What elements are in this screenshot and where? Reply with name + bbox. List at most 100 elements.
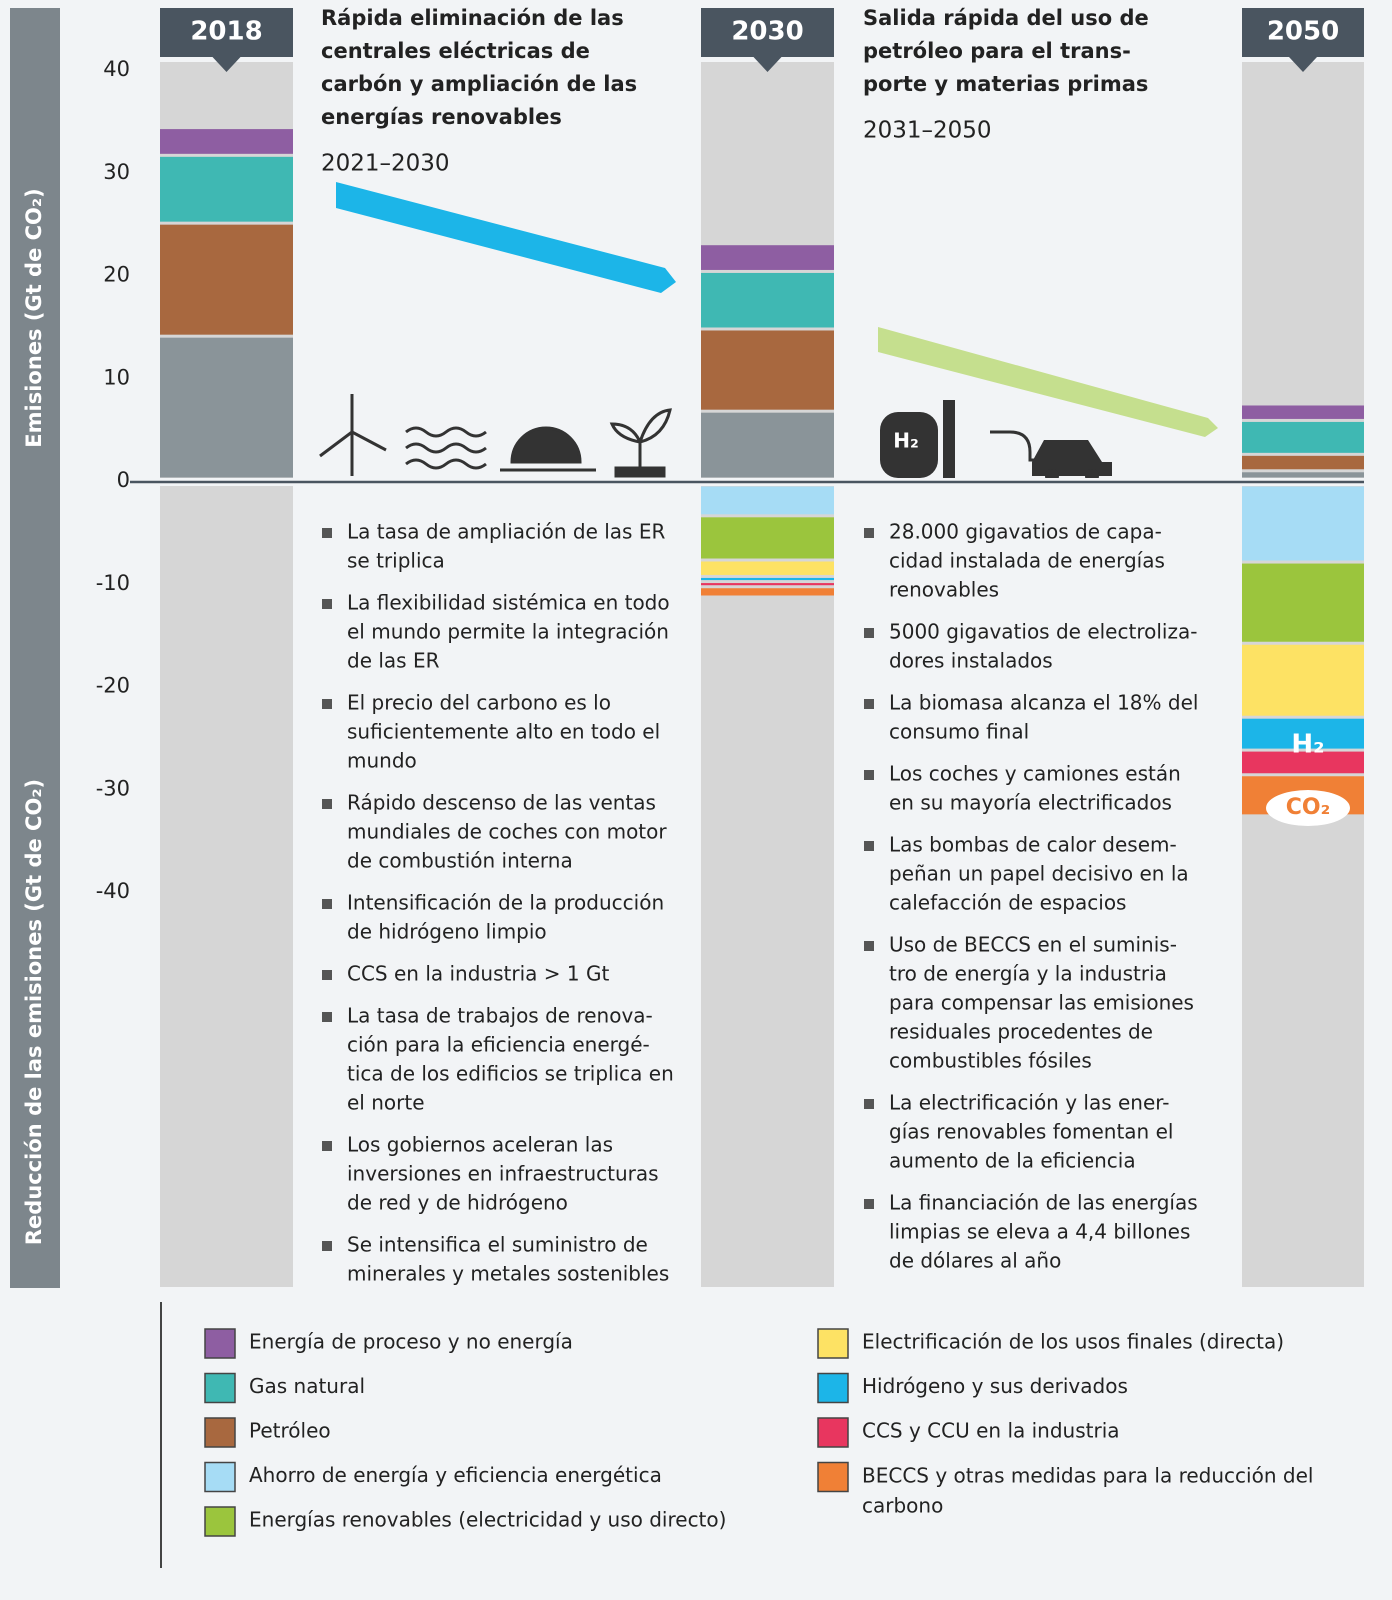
bullet-text: Uso de BECCS en el suminis- xyxy=(889,933,1177,957)
bar-segment xyxy=(701,412,834,478)
legend-swatch xyxy=(817,1417,849,1448)
legend-swatch xyxy=(204,1417,236,1448)
bar-segment xyxy=(701,561,834,575)
panel-title: Salida rápida del uso de xyxy=(863,6,1149,30)
bullet-text: mundiales de coches con motor xyxy=(347,820,667,844)
legend-label: Energías renovables (electricidad y uso … xyxy=(249,1508,726,1532)
bullet xyxy=(864,770,874,780)
legend-label: Hidrógeno y sus derivados xyxy=(862,1374,1128,1398)
bar-segment xyxy=(701,486,834,515)
icon-label: CO₂ xyxy=(1286,795,1330,820)
legend-label: CCS y CCU en la industria xyxy=(862,1419,1120,1443)
y-tick-label: -30 xyxy=(96,776,130,800)
bullet-text: de red y de hidrógeno xyxy=(347,1191,568,1215)
panel-period: 2031–2050 xyxy=(863,118,992,144)
bullet-text: tica de los edificios se triplica en xyxy=(347,1062,674,1086)
cloud xyxy=(1266,790,1350,826)
legend-line: carbono xyxy=(862,1493,943,1517)
bar-segment xyxy=(1242,751,1364,774)
legend-label: Petróleo xyxy=(249,1419,331,1443)
bar-segment xyxy=(701,588,834,596)
bar-segment xyxy=(160,337,293,478)
bullet-text: tro de energía y la industria xyxy=(889,962,1167,986)
bullet-text: Intensificación de la producción xyxy=(347,891,664,915)
panel-title: energías renovables xyxy=(321,105,562,129)
year-label: 2018 xyxy=(190,17,262,47)
y-tick-label: 0 xyxy=(117,468,130,492)
bar-segment xyxy=(1242,644,1364,716)
bullet-text: La electrificación y las ener- xyxy=(889,1091,1169,1115)
year-tab xyxy=(160,8,293,57)
year-tab xyxy=(1242,8,1364,57)
tab-pointer xyxy=(212,57,241,72)
y-tick-label: 20 xyxy=(103,263,130,287)
bullet-text: peñan un papel decisivo en la xyxy=(889,862,1189,886)
bar-segment xyxy=(701,245,834,270)
bullet xyxy=(322,599,332,609)
panel-title: carbón y ampliación de las xyxy=(321,72,637,96)
legend-label: Gas natural xyxy=(249,1374,365,1398)
bullet-text: ción para la eficiencia energé- xyxy=(347,1033,650,1057)
wind-icon xyxy=(319,394,672,478)
bullet-text: para compensar las emisiones xyxy=(889,991,1194,1015)
bar-segment xyxy=(701,330,834,410)
bullet-text: de dólares al año xyxy=(889,1249,1061,1273)
bullet xyxy=(322,528,332,538)
bar-segment xyxy=(160,224,293,335)
legend-swatch xyxy=(204,1461,236,1493)
legend-label: Electrificación de los usos finales (dir… xyxy=(862,1330,1284,1354)
bar-segment xyxy=(1242,718,1364,749)
bullet-text: El precio del carbono es lo xyxy=(347,691,611,715)
bullet-text: Se intensifica el suministro de xyxy=(347,1233,648,1257)
bullet-text: el norte xyxy=(347,1091,425,1115)
y-axis-label: Emisiones (Gt de CO₂) xyxy=(22,188,46,447)
bullet-text: suficientemente alto en todo el xyxy=(347,720,660,744)
bullet-text: CCS en la industria > 1 Gt xyxy=(347,962,609,986)
bullet-text: calefacción de espacios xyxy=(889,891,1126,915)
bullet-text: se triplica xyxy=(347,549,445,573)
bullet-text: 5000 gigavatios de electroliza- xyxy=(889,620,1197,644)
bullet xyxy=(864,941,874,951)
bar-segment xyxy=(1242,563,1364,642)
bullet-text: consumo final xyxy=(889,720,1029,744)
bullet-text: La financiación de las energías xyxy=(889,1191,1198,1215)
bullet-text: inversiones en infraestructuras xyxy=(347,1162,659,1186)
legend-swatch xyxy=(817,1372,849,1404)
bullet-text: residuales procedentes de xyxy=(889,1020,1153,1044)
bullet-text: de las ER xyxy=(347,649,440,673)
legend-line: BECCS y otras medidas para la reducción … xyxy=(862,1463,1313,1487)
y-tick-label: -20 xyxy=(96,674,130,698)
bullet xyxy=(322,899,332,909)
bullet-text: 28.000 gigavatios de capa- xyxy=(889,520,1162,544)
y-tick-label: -10 xyxy=(96,571,130,595)
year-label: 2030 xyxy=(731,17,803,47)
bullet-text: La tasa de ampliación de las ER xyxy=(347,520,665,544)
tab-pointer xyxy=(1289,57,1317,72)
panel-title: petróleo para el trans- xyxy=(863,39,1131,63)
y-tick-label: -40 xyxy=(96,879,130,903)
icon-label: H₂ xyxy=(1291,730,1324,760)
bullet-text: el mundo permite la integración xyxy=(347,620,669,644)
year-label: 2050 xyxy=(1267,17,1339,47)
bullet-text: en su mayoría electrificados xyxy=(889,791,1172,815)
bar-segment xyxy=(1242,405,1364,419)
bullet-text: aumento de la eficiencia xyxy=(889,1149,1136,1173)
bullet-text: limpias se eleva a 4,4 billones xyxy=(889,1220,1190,1244)
bullet-text: Rápido descenso de las ventas xyxy=(347,791,656,815)
bullet-text: Los coches y camiones están xyxy=(889,762,1181,786)
bullet xyxy=(864,628,874,638)
panel-title: porte y materias primas xyxy=(863,72,1148,96)
bullet xyxy=(864,699,874,709)
legend-swatch xyxy=(204,1506,236,1537)
y-tick-label: 40 xyxy=(103,57,130,81)
bullet-text: La flexibilidad sistémica en todo xyxy=(347,591,670,615)
bullet-text: La biomasa alcanza el 18% del xyxy=(889,691,1198,715)
bullet-text: mundo xyxy=(347,749,417,773)
bullet-text: de combustión interna xyxy=(347,849,573,873)
tank-car-icon xyxy=(880,400,1112,483)
bullet xyxy=(322,699,332,709)
panel-title: centrales eléctricas de xyxy=(321,39,590,63)
bullet xyxy=(864,1199,874,1209)
bullet-text: cidad instalada de energías xyxy=(889,549,1165,573)
